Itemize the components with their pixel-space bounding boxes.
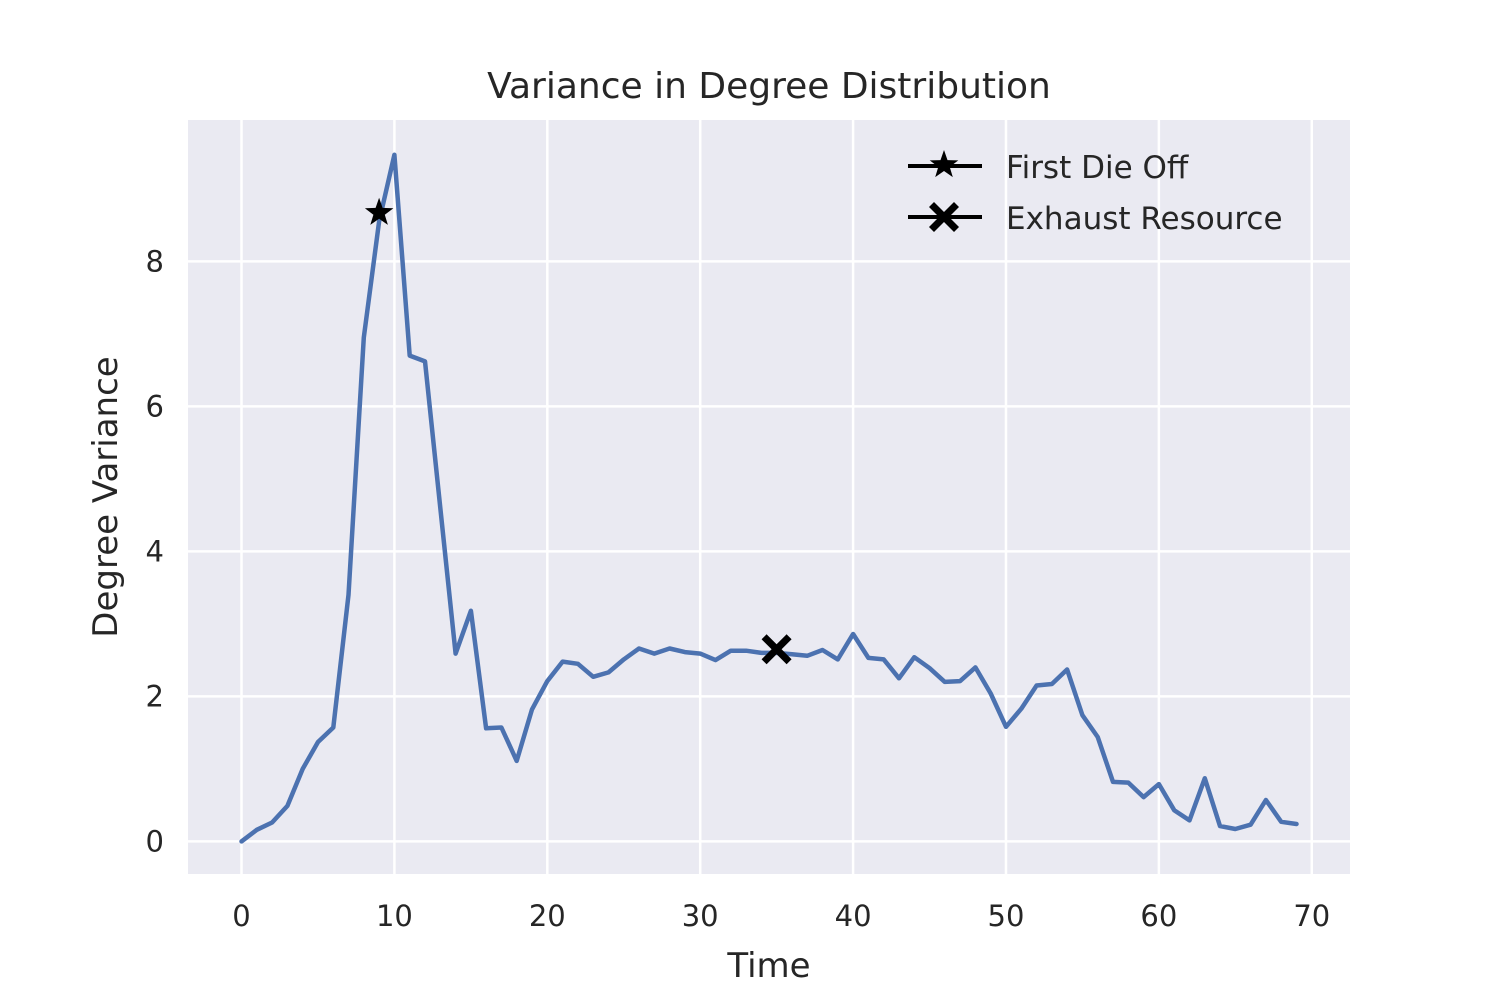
x-tick-label: 60: [1140, 899, 1177, 933]
legend-label-exhaust-resource: Exhaust Resource: [1006, 201, 1283, 237]
x-tick-label: 10: [376, 899, 413, 933]
legend-label-first-die-off: First Die Off: [1006, 150, 1189, 186]
x-tick-label: 40: [835, 899, 872, 933]
x-tick-label: 0: [232, 899, 250, 933]
exhaust-resource-marker: [761, 634, 792, 665]
y-tick-label: 6: [146, 389, 164, 423]
marker-layer: [364, 197, 792, 665]
star-icon: [929, 150, 959, 178]
first-die-off-marker: [364, 197, 394, 225]
y-tick-label: 8: [146, 244, 164, 278]
x-tick-labels: 0 10 20 30 40 50 60 70: [232, 899, 1330, 933]
x-axis-title: Time: [726, 946, 810, 986]
y-axis-title: Degree Variance: [86, 356, 126, 637]
y-tick-labels: 0 2 4 6 8: [146, 244, 164, 858]
legend: First Die Off Exhaust Resource: [908, 150, 1283, 237]
x-tick-label: 70: [1293, 899, 1330, 933]
x-tick-label: 20: [529, 899, 566, 933]
x-tick-label: 50: [988, 899, 1025, 933]
y-tick-label: 2: [146, 679, 164, 713]
y-tick-label: 4: [146, 534, 164, 568]
y-tick-label: 0: [146, 824, 164, 858]
plot-background: [188, 120, 1350, 874]
x-tick-label: 30: [682, 899, 719, 933]
chart-title: Variance in Degree Distribution: [487, 66, 1051, 107]
x-mark-icon: [929, 202, 959, 232]
grid: [188, 120, 1350, 874]
